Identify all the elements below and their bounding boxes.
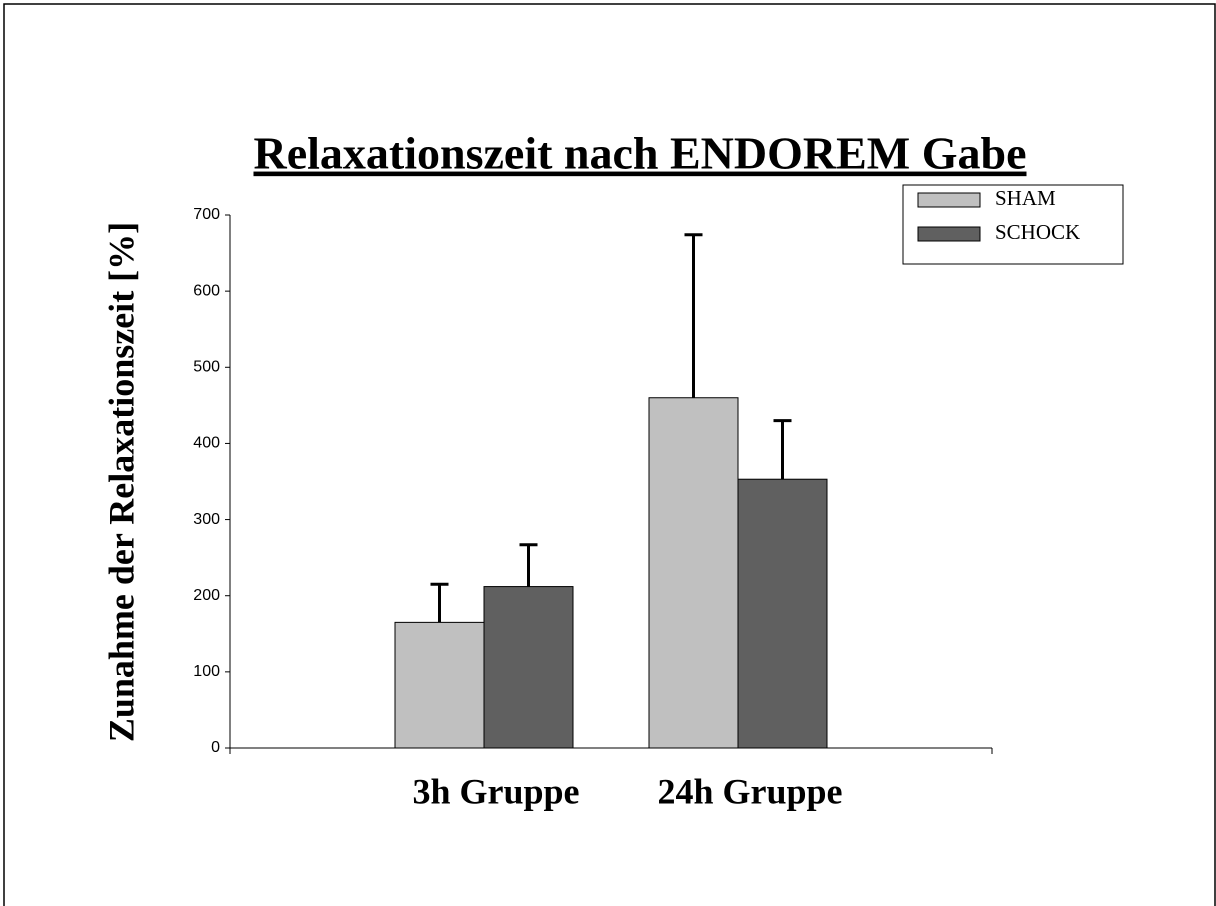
legend-label: SCHOCK [995, 220, 1080, 244]
x-tick-label: 3h Gruppe [412, 771, 579, 811]
bar [483, 586, 574, 749]
legend-swatch [917, 192, 981, 208]
y-tick-label: 500 [193, 359, 220, 376]
slide-frame [3, 3, 1216, 906]
bar [737, 478, 828, 749]
y-tick-label: 200 [193, 587, 220, 604]
bar [394, 621, 485, 749]
y-tick-label: 600 [193, 282, 220, 299]
legend-swatch [917, 226, 981, 242]
legend-label: SHAM [995, 186, 1056, 210]
y-tick-label: 700 [193, 206, 220, 223]
y-tick-label: 300 [193, 511, 220, 528]
bar [648, 397, 739, 749]
y-tick-label: 100 [193, 663, 220, 680]
x-tick-label: 24h Gruppe [657, 771, 842, 811]
y-tick-label: 400 [193, 435, 220, 452]
y-tick-label: 0 [211, 739, 220, 756]
y-axis-label: Zunahme der Relaxationszeit [%] [101, 222, 141, 742]
chart-title: Relaxationszeit nach ENDOREM Gabe [253, 128, 1026, 179]
